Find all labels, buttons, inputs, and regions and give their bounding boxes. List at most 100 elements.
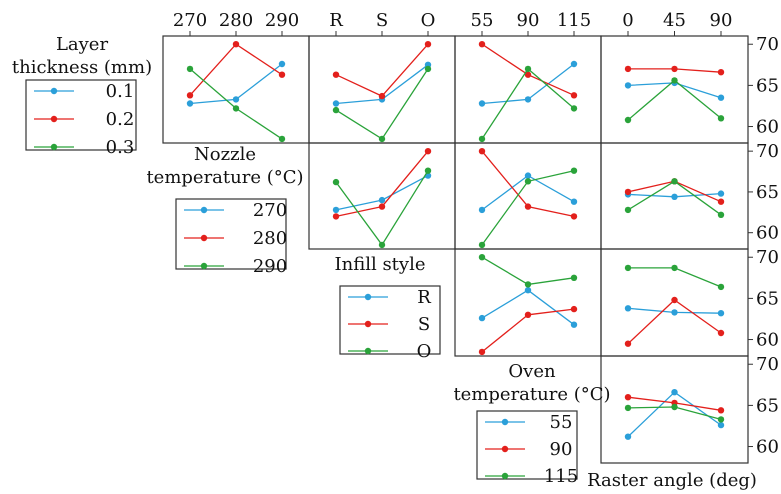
data-point-2-1 [624, 188, 632, 196]
legend-swatch-marker [501, 472, 509, 480]
data-point-1-1 [186, 100, 194, 107]
top-tick-label: 0 [622, 10, 633, 31]
legend-label: 0.1 [106, 81, 135, 102]
data-point-1-3 [570, 60, 578, 68]
data-point-1-2 [232, 96, 240, 103]
series-line-2 [335, 43, 429, 97]
legend-label: 280 [253, 228, 287, 249]
panel-frame [162, 35, 310, 144]
top-tick-label: 115 [557, 10, 591, 31]
legend-swatch-marker [50, 115, 58, 123]
legend-swatch-marker [364, 320, 372, 328]
y-tick-label: 60 [756, 330, 779, 351]
y-tick-label: 60 [756, 117, 779, 138]
panel-frame [454, 142, 602, 250]
top-tick-label: R [329, 10, 343, 31]
data-point-2-3 [717, 329, 725, 337]
y-tick-label: 70 [756, 34, 779, 55]
data-point-1-1 [624, 82, 632, 89]
panel-frame [454, 35, 602, 144]
series-line-2 [189, 43, 283, 96]
data-point-1-2 [671, 193, 678, 200]
data-point-3-2 [232, 105, 240, 112]
data-point-3-3 [717, 416, 725, 423]
data-point-1-1 [478, 314, 486, 322]
y-tick-label: 60 [756, 223, 779, 244]
data-point-2-1 [332, 213, 340, 220]
data-point-3-3 [717, 283, 725, 291]
legend-4: 55 90 115 [476, 410, 578, 487]
data-point-3-1 [332, 178, 340, 186]
y-tick-label: 65 [756, 182, 779, 203]
data-point-3-2 [671, 178, 678, 185]
panel-r0-c0 [162, 35, 310, 144]
y-tick-label: 70 [756, 141, 779, 162]
data-point-3-1 [624, 404, 632, 412]
panel-frame [600, 355, 749, 464]
legends-layer: 0.1 0.2 0.3 270 280 290 RSO 55 90 115 [25, 79, 578, 487]
data-point-3-3 [570, 274, 578, 281]
data-point-3-2 [671, 77, 678, 84]
data-point-3-1 [478, 241, 486, 249]
legend-1: 0.1 0.2 0.3 [25, 79, 137, 158]
data-point-1-1 [478, 100, 486, 107]
data-point-1-3 [570, 198, 578, 205]
top-tick-label: 280 [219, 10, 253, 31]
data-point-1-3 [278, 60, 286, 68]
legend-label: 270 [253, 200, 287, 221]
panel-frame [454, 248, 602, 357]
data-point-2-3 [278, 71, 286, 78]
legend-swatch-marker [200, 262, 208, 270]
series-line-3 [335, 68, 429, 140]
data-point-2-3 [717, 69, 725, 76]
legend-label: S [418, 314, 430, 335]
data-point-3-1 [478, 135, 486, 143]
data-point-3-2 [378, 241, 386, 249]
series-line-3 [481, 256, 575, 286]
data-point-2-2 [671, 296, 678, 304]
top-tick-label: 290 [265, 10, 299, 31]
factor-title: temperature (°C) [146, 167, 303, 188]
legend-swatch-marker [50, 143, 58, 151]
data-point-2-2 [524, 311, 532, 318]
data-point-1-2 [671, 309, 678, 316]
data-point-1-2 [524, 96, 532, 103]
factor-title: Raster angle (deg) [587, 470, 757, 491]
data-point-2-2 [232, 41, 240, 48]
data-point-1-1 [332, 100, 340, 107]
data-point-1-1 [624, 433, 632, 440]
data-point-3-1 [624, 206, 632, 214]
legend-swatch-marker [364, 293, 372, 301]
panels-layer [162, 35, 749, 464]
data-point-1-1 [332, 206, 340, 214]
series-line-3 [627, 79, 722, 121]
data-point-2-1 [478, 148, 486, 155]
legend-label: 90 [550, 439, 573, 460]
data-point-1-3 [717, 421, 725, 429]
legend-label: 0.2 [106, 109, 135, 130]
y-tick-label: 70 [756, 247, 779, 268]
data-point-3-1 [478, 254, 486, 261]
factor-title: Nozzle [194, 144, 256, 165]
data-point-2-3 [424, 148, 432, 155]
data-point-3-2 [671, 403, 678, 411]
data-point-2-1 [478, 348, 486, 356]
data-point-2-2 [378, 203, 386, 210]
data-point-3-2 [524, 178, 532, 185]
data-point-3-3 [570, 105, 578, 112]
top-tick-label: S [376, 10, 388, 31]
data-point-3-3 [717, 211, 725, 218]
series-line-2 [627, 299, 722, 345]
data-point-3-2 [524, 281, 532, 288]
series-line-1 [481, 289, 575, 326]
data-point-1-3 [570, 321, 578, 328]
data-point-2-3 [570, 305, 578, 313]
data-point-2-3 [717, 198, 725, 205]
top-tick-label: 270 [173, 10, 207, 31]
data-point-1-3 [717, 310, 725, 317]
data-point-2-3 [570, 213, 578, 220]
legend-swatch-marker [501, 418, 509, 426]
factor-title: Oven [508, 361, 556, 382]
